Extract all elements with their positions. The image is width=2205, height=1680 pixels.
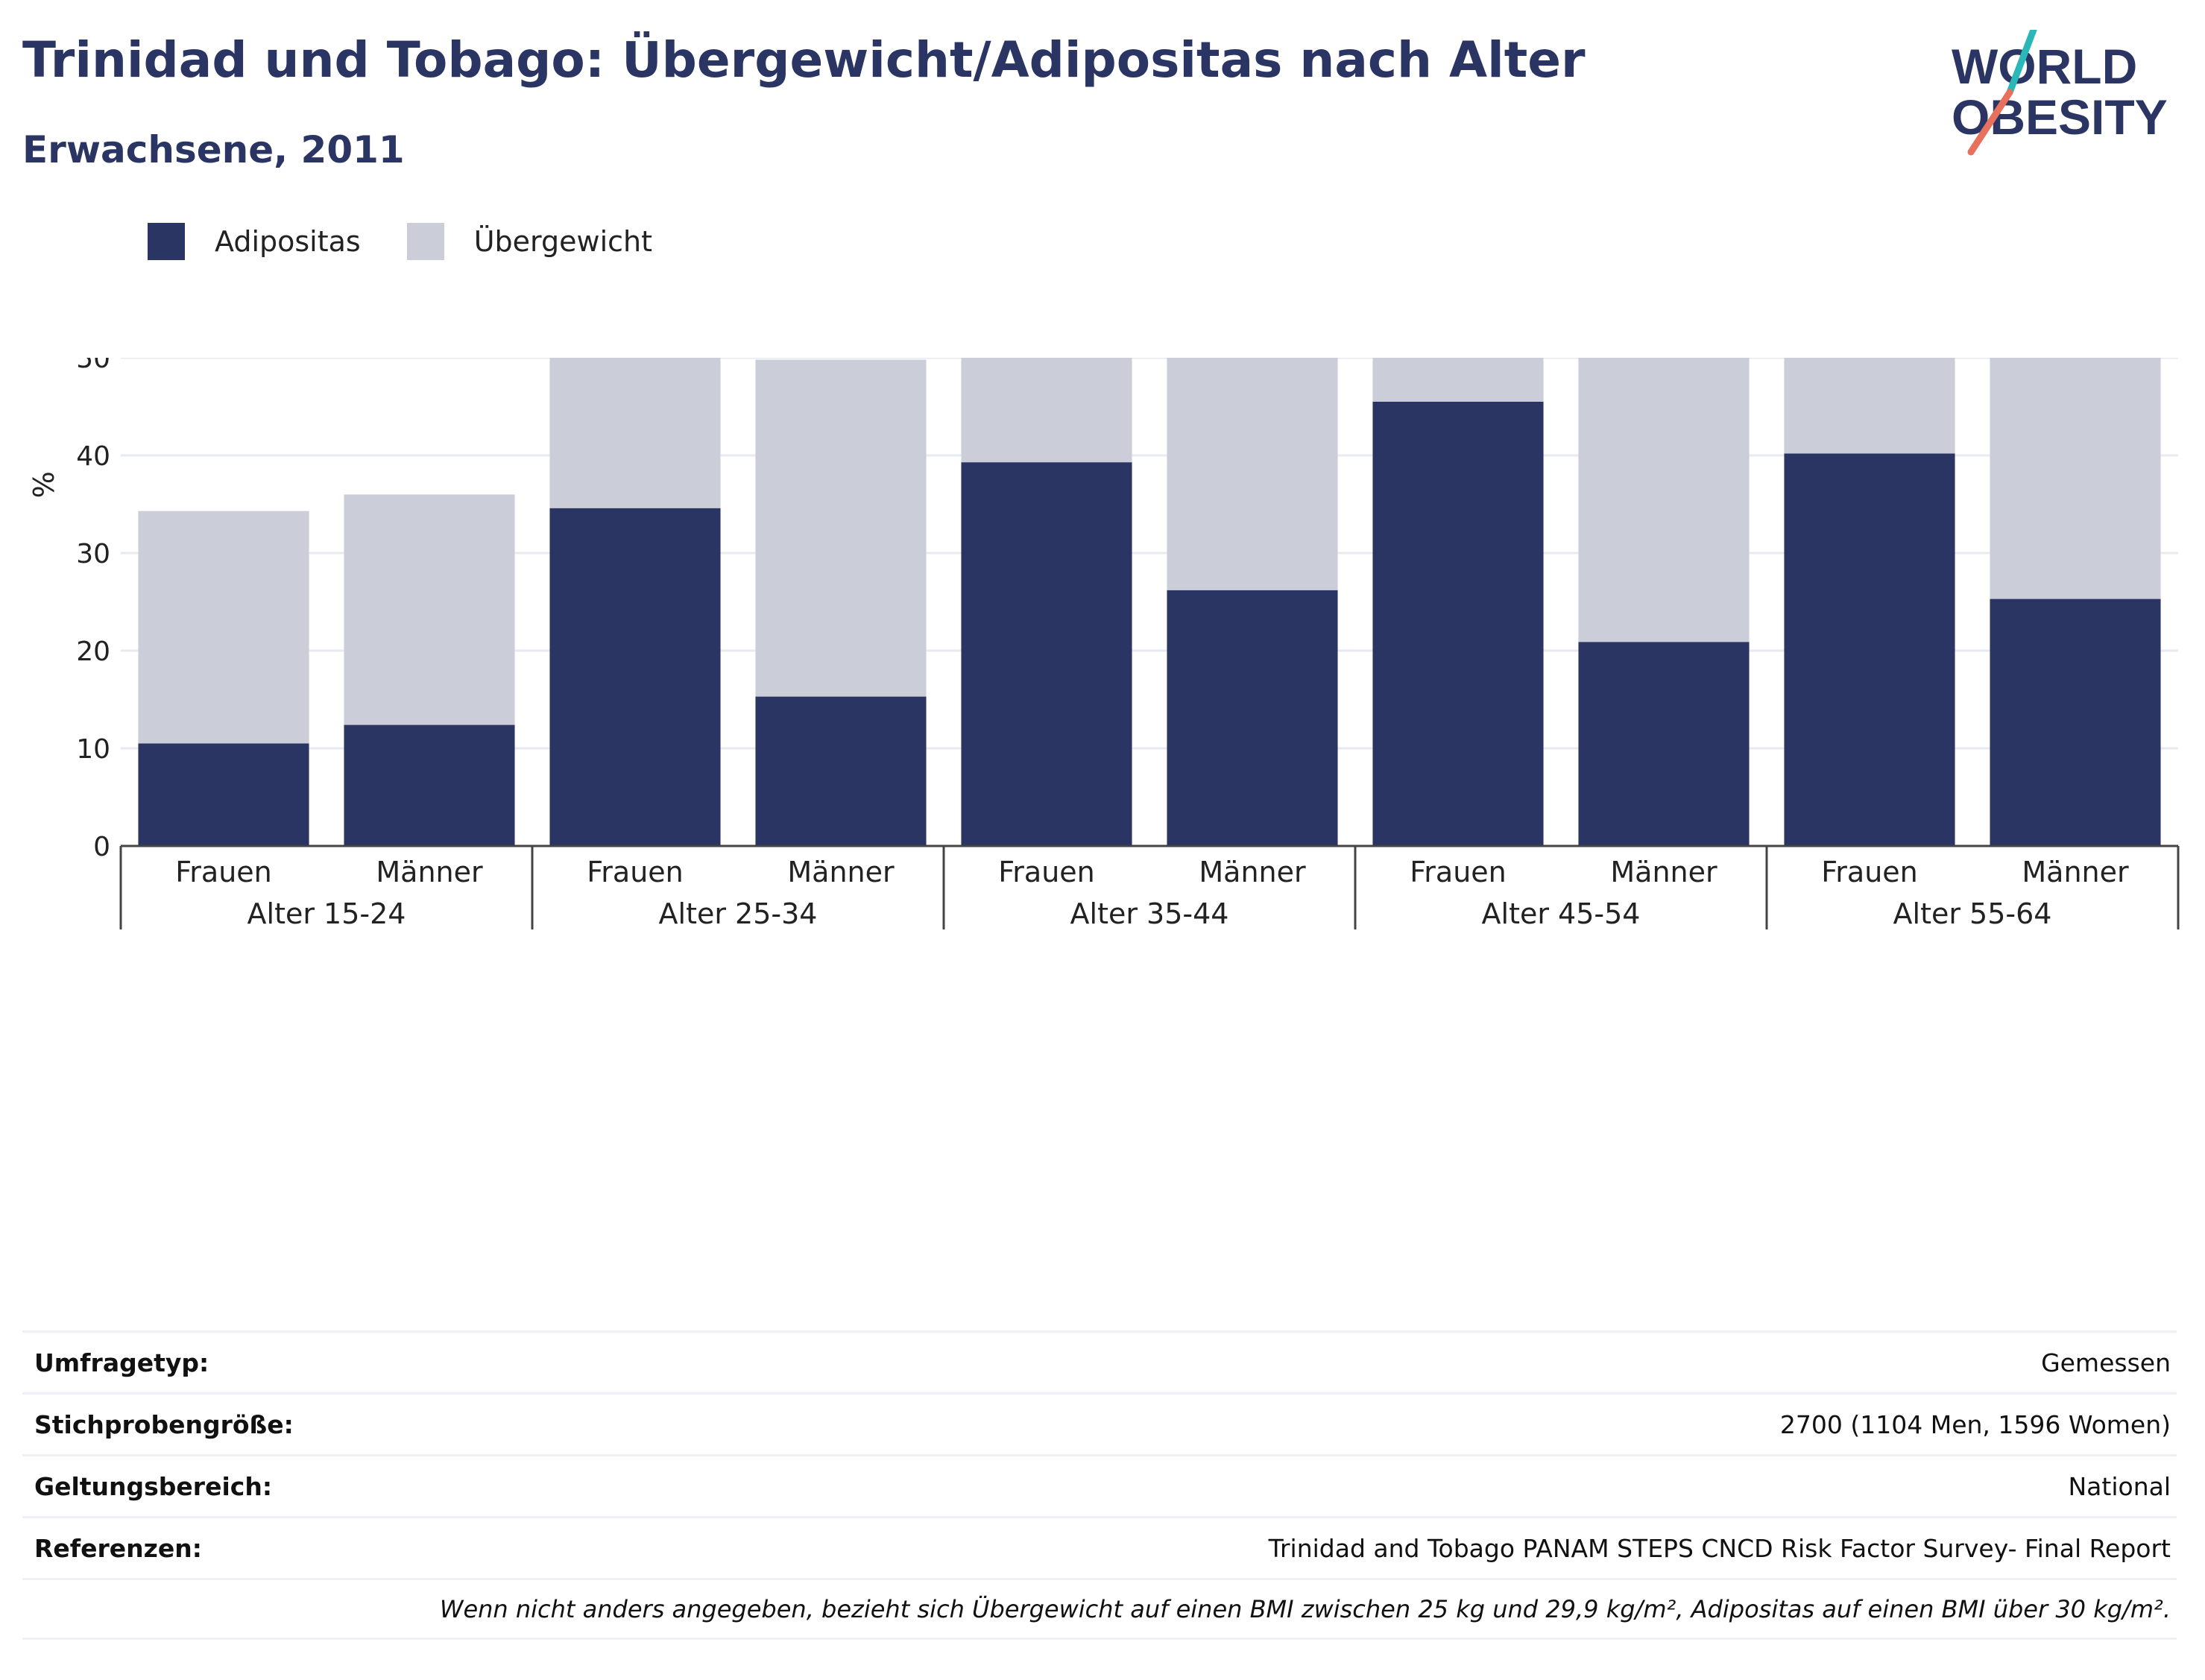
info-key: Umfragetyp: bbox=[34, 1348, 209, 1377]
legend-swatch-adipositas bbox=[148, 223, 185, 260]
bar-segment bbox=[1990, 599, 2161, 846]
bmi-definition-note: Wenn nicht anders angegeben, bezieht sic… bbox=[439, 1594, 2171, 1623]
bar-segment bbox=[549, 358, 721, 508]
info-value: National bbox=[2068, 1471, 2171, 1501]
x-tick-label: Frauen bbox=[1410, 856, 1507, 888]
legend-item-adipositas: Adipositas bbox=[148, 223, 361, 260]
chart-legend: Adipositas Übergewicht bbox=[148, 221, 698, 262]
x-group-label: Alter 45-54 bbox=[1482, 897, 1641, 930]
bar-segment bbox=[549, 508, 721, 846]
bar-segment bbox=[1372, 358, 1544, 402]
bar-segment bbox=[1578, 358, 1750, 642]
info-key: Stichprobengröße: bbox=[34, 1409, 294, 1439]
chart-subtitle: Erwachsene, 2011 bbox=[22, 128, 405, 171]
bar-segment bbox=[1578, 642, 1750, 846]
y-tick-label: 20 bbox=[76, 637, 110, 667]
survey-info-table: Umfragetyp: Gemessen Stichprobengröße: 2… bbox=[22, 1330, 2177, 1640]
info-row-survey-type: Umfragetyp: Gemessen bbox=[22, 1330, 2177, 1392]
logo-text-line2: OBESITY bbox=[1952, 89, 2168, 145]
bar-segment bbox=[755, 696, 927, 846]
x-group-label: Alter 35-44 bbox=[1070, 897, 1229, 930]
bar-segment bbox=[1167, 590, 1338, 846]
bar-segment bbox=[1167, 358, 1338, 590]
bar-segment bbox=[1784, 358, 1955, 454]
y-tick-label: 30 bbox=[76, 539, 110, 569]
x-group-label: Alter 25-34 bbox=[659, 897, 818, 930]
chart-title: Trinidad und Tobago: Übergewicht/Adiposi… bbox=[22, 31, 1586, 89]
info-value: Gemessen bbox=[2041, 1348, 2171, 1377]
x-tick-label: Männer bbox=[2022, 856, 2129, 888]
bar-segment bbox=[138, 511, 309, 744]
x-group-label: Alter 15-24 bbox=[247, 897, 406, 930]
bar-segment bbox=[961, 358, 1132, 463]
x-group-label: Alter 55-64 bbox=[1893, 897, 2052, 930]
info-key: Geltungsbereich: bbox=[34, 1471, 273, 1501]
world-obesity-logo: WORLD OBESITY bbox=[1952, 30, 2168, 156]
info-row-note: Wenn nicht anders angegeben, bezieht sic… bbox=[22, 1578, 2177, 1640]
info-value: 2700 (1104 Men, 1596 Women) bbox=[1779, 1409, 2171, 1439]
x-tick-label: Männer bbox=[787, 856, 895, 888]
bar-segment bbox=[961, 462, 1132, 846]
bar-segment bbox=[1784, 453, 1955, 846]
legend-label-uebergewicht: Übergewicht bbox=[473, 225, 652, 258]
logo-text-line1: WORLD bbox=[1952, 39, 2137, 94]
y-axis-label: % bbox=[28, 471, 60, 498]
info-row-sample-size: Stichprobengröße: 2700 (1104 Men, 1596 W… bbox=[22, 1392, 2177, 1454]
bar-segment bbox=[138, 743, 309, 846]
legend-label-adipositas: Adipositas bbox=[215, 225, 361, 258]
bar-segment bbox=[1372, 401, 1544, 846]
x-tick-label: Männer bbox=[376, 856, 483, 888]
bar-segment bbox=[344, 494, 515, 725]
y-tick-label: 50 bbox=[76, 358, 110, 374]
bar-segment bbox=[755, 359, 927, 697]
legend-item-uebergewicht: Übergewicht bbox=[406, 223, 652, 260]
x-tick-label: Frauen bbox=[1821, 856, 1918, 888]
info-row-scope: Geltungsbereich: National bbox=[22, 1454, 2177, 1516]
y-tick-label: 10 bbox=[76, 734, 110, 765]
x-tick-label: Frauen bbox=[587, 856, 684, 888]
legend-swatch-uebergewicht bbox=[406, 223, 444, 260]
y-tick-label: 0 bbox=[93, 832, 110, 862]
y-tick-label: 40 bbox=[76, 441, 110, 472]
x-tick-label: Frauen bbox=[175, 856, 272, 888]
info-key: Referenzen: bbox=[34, 1533, 202, 1563]
logo-slash-teal bbox=[2006, 30, 2037, 96]
x-tick-label: Frauen bbox=[998, 856, 1095, 888]
info-value: Trinidad and Tobago PANAM STEPS CNCD Ris… bbox=[1268, 1533, 2171, 1563]
info-row-references: Referenzen: Trinidad and Tobago PANAM ST… bbox=[22, 1516, 2177, 1578]
x-tick-label: Männer bbox=[1610, 856, 1717, 888]
bar-segment bbox=[344, 724, 515, 846]
bar-segment bbox=[1990, 358, 2161, 599]
x-tick-label: Männer bbox=[1199, 856, 1306, 888]
logo-slash-coral bbox=[1967, 89, 2013, 156]
